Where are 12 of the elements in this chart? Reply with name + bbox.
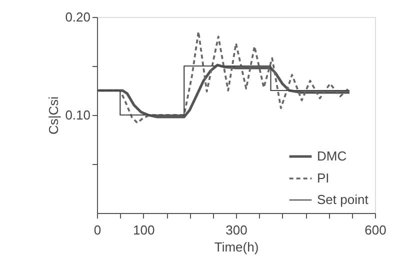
x-tick-label: 600 — [364, 222, 386, 238]
legend-label: DMC — [317, 148, 347, 164]
legend-label: PI — [317, 170, 330, 186]
x-tick-label: 300 — [226, 222, 248, 238]
y-axis-title: Cs|Csi — [46, 96, 62, 135]
x-tick-label: 0 — [94, 222, 102, 238]
line-series — [97, 30, 350, 124]
x-tick-label: 100 — [132, 222, 155, 238]
y-tick-label: 0.10 — [65, 108, 90, 122]
legend-label: Set point — [317, 192, 369, 207]
y-tick-label: 0.20 — [65, 10, 90, 24]
x-axis-title: Time(h) — [214, 240, 259, 254]
